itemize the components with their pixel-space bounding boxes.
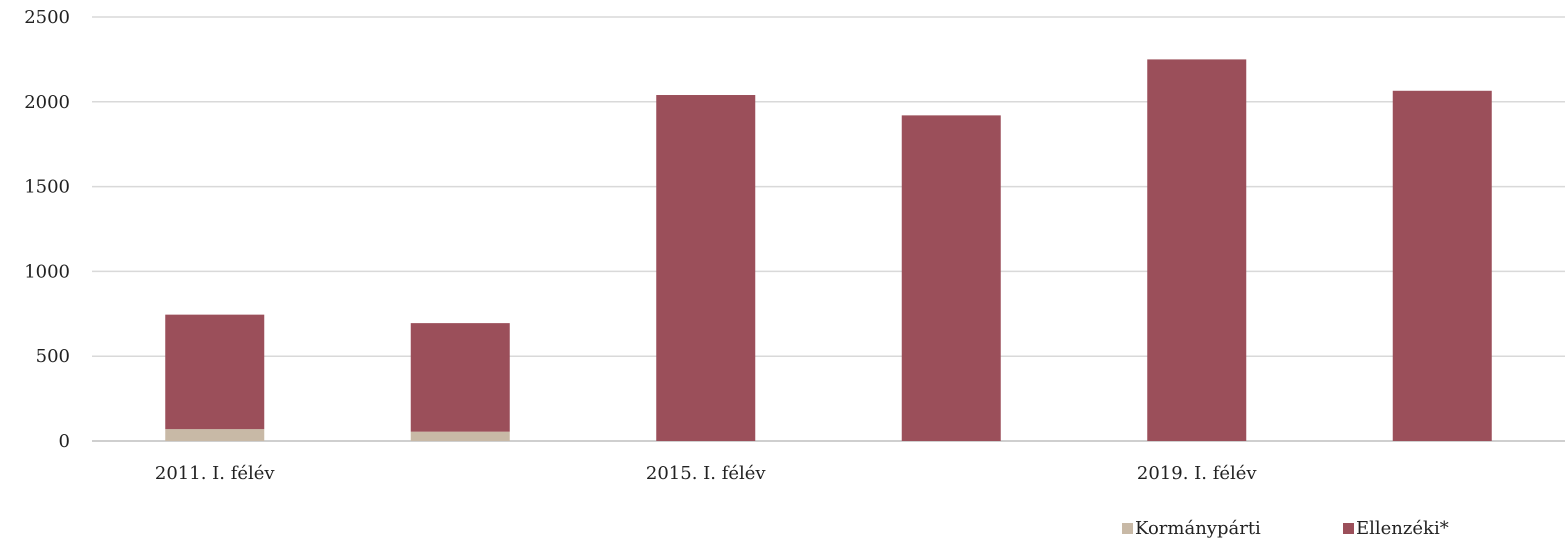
y-tick-label: 0 [59, 431, 70, 452]
y-tick-label: 1500 [24, 177, 70, 198]
y-tick-label: 2500 [24, 7, 70, 28]
y-tick-label: 1000 [24, 261, 70, 282]
bar-segment-0-0 [165, 429, 265, 441]
legend-label: Ellenzéki* [1356, 518, 1449, 539]
legend: Kormánypárti Ellenzéki* [1122, 518, 1449, 539]
x-tick-label: 2015. I. félév [646, 463, 767, 484]
bar-segment-1-2 [656, 95, 756, 442]
legend-label: Kormánypárti [1135, 518, 1261, 539]
x-axis-tick-labels: 2011. I. félév 2015. I. félév 2019. I. fél… [155, 463, 1258, 484]
x-tick-label: 2019. I. félév [1137, 463, 1258, 484]
bar-segment-1-1 [410, 323, 510, 432]
y-tick-label: 500 [36, 346, 70, 367]
legend-swatch [1343, 523, 1354, 534]
bars [165, 59, 1492, 442]
bar-segment-1-0 [165, 314, 265, 430]
bar-segment-1-5 [1392, 90, 1492, 441]
y-axis-tick-labels: 0 500 1000 1500 2000 2500 [24, 7, 70, 452]
legend-swatch [1122, 523, 1133, 534]
bar-segment-1-4 [1147, 59, 1247, 442]
bar-segment-0-1 [410, 431, 510, 441]
x-tick-label: 2011. I. félév [155, 463, 276, 484]
y-tick-label: 2000 [24, 92, 70, 113]
gridlines [92, 16, 1565, 442]
bar-segment-1-3 [901, 115, 1001, 442]
